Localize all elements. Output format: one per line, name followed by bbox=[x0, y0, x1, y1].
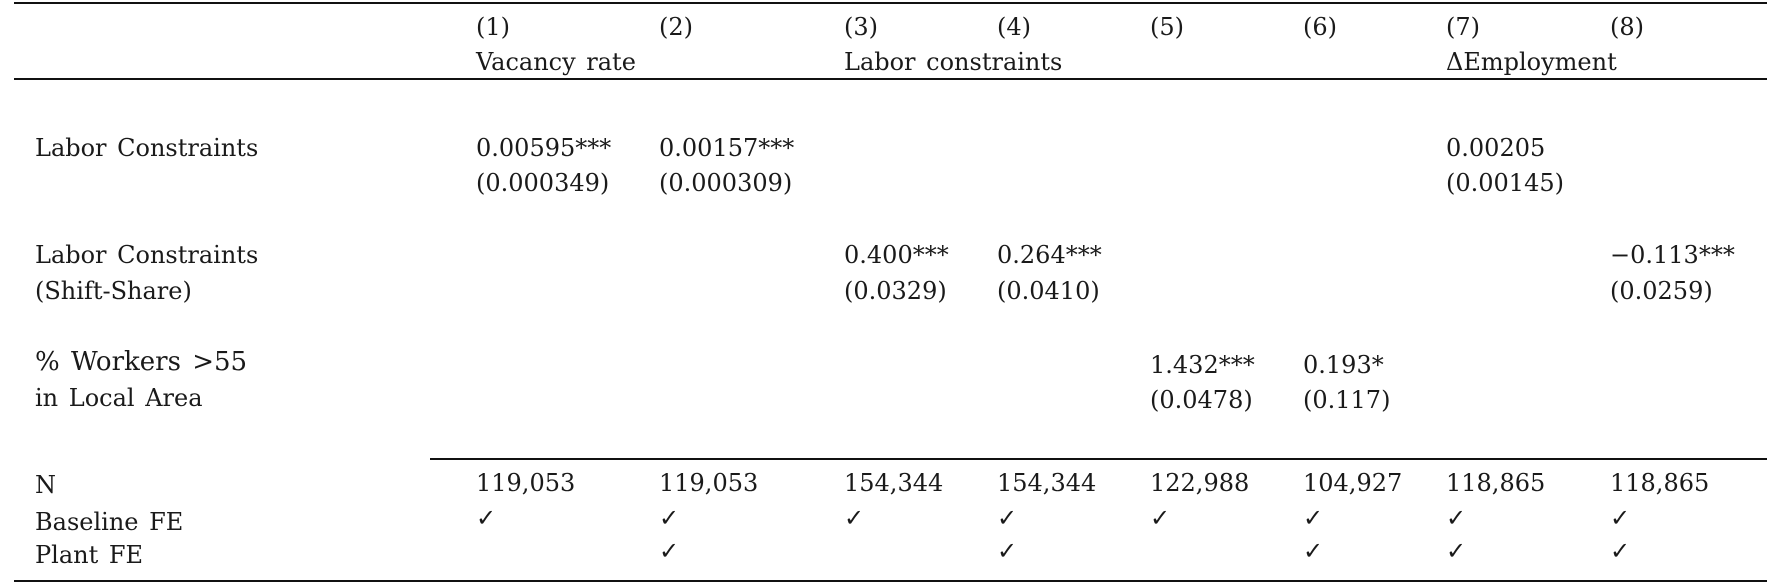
group-label-vacancy-rate: Vacancy rate bbox=[476, 48, 636, 76]
n-value-4: 154,344 bbox=[997, 469, 1097, 497]
check-icon-baseline-c6: ✓ bbox=[1303, 504, 1324, 532]
check-icon-plant-c2: ✓ bbox=[659, 537, 680, 565]
col-number-7: (7) bbox=[1446, 13, 1480, 41]
header-rule bbox=[14, 78, 1767, 80]
check-icon-plant-c4: ✓ bbox=[997, 537, 1018, 565]
coef-c2: 0.00157*** bbox=[659, 134, 795, 162]
baseline-fe-label: Baseline FE bbox=[35, 508, 184, 536]
n-value-3: 154,344 bbox=[844, 469, 944, 497]
coef-c5: 1.432*** bbox=[1150, 351, 1255, 379]
coef-c3: 0.400*** bbox=[844, 241, 949, 269]
row-label-labor-constraints-ss-line2: (Shift-Share) bbox=[35, 277, 192, 305]
coef-c4: 0.264*** bbox=[997, 241, 1102, 269]
check-icon-baseline-c3: ✓ bbox=[844, 504, 865, 532]
col-number-4: (4) bbox=[997, 13, 1031, 41]
check-icon-plant-c6: ✓ bbox=[1303, 537, 1324, 565]
check-icon-baseline-c1: ✓ bbox=[476, 504, 497, 532]
bottom-rule bbox=[14, 580, 1767, 582]
se-c6: (0.117) bbox=[1303, 386, 1391, 414]
check-icon-baseline-c7: ✓ bbox=[1446, 504, 1467, 532]
check-icon-baseline-c5: ✓ bbox=[1150, 504, 1171, 532]
row-label-labor-constraints: Labor Constraints bbox=[35, 134, 259, 162]
row-label-workers-55-line1: % Workers >55 bbox=[35, 347, 248, 377]
top-rule bbox=[14, 2, 1767, 4]
row-label-labor-constraints-ss-line1: Labor Constraints bbox=[35, 241, 259, 269]
check-icon-baseline-c8: ✓ bbox=[1610, 504, 1631, 532]
col-number-2: (2) bbox=[659, 13, 693, 41]
col-number-6: (6) bbox=[1303, 13, 1337, 41]
check-icon-baseline-c2: ✓ bbox=[659, 504, 680, 532]
group-label-delta-employment: ΔEmployment bbox=[1446, 48, 1617, 76]
n-value-1: 119,053 bbox=[476, 469, 576, 497]
n-value-7: 118,865 bbox=[1446, 469, 1546, 497]
col-number-8: (8) bbox=[1610, 13, 1644, 41]
se-c1: (0.000349) bbox=[476, 169, 610, 197]
check-icon-plant-c8: ✓ bbox=[1610, 537, 1631, 565]
n-value-6: 104,927 bbox=[1303, 469, 1403, 497]
n-value-5: 122,988 bbox=[1150, 469, 1250, 497]
se-c7: (0.00145) bbox=[1446, 169, 1564, 197]
check-icon-baseline-c4: ✓ bbox=[997, 504, 1018, 532]
se-c8: (0.0259) bbox=[1610, 277, 1713, 305]
stats-rule bbox=[430, 458, 1767, 460]
col-number-5: (5) bbox=[1150, 13, 1184, 41]
group-label-labor-constraints: Labor constraints bbox=[844, 48, 1063, 76]
coef-c8: −0.113*** bbox=[1610, 241, 1735, 269]
n-label: N bbox=[35, 471, 56, 499]
col-number-1: (1) bbox=[476, 13, 510, 41]
n-value-8: 118,865 bbox=[1610, 469, 1710, 497]
se-c5: (0.0478) bbox=[1150, 386, 1253, 414]
col-number-3: (3) bbox=[844, 13, 878, 41]
check-icon-plant-c7: ✓ bbox=[1446, 537, 1467, 565]
coef-c6: 0.193* bbox=[1303, 351, 1384, 379]
row-label-workers-55-line2: in Local Area bbox=[35, 384, 203, 412]
coef-c7: 0.00205 bbox=[1446, 134, 1546, 162]
plant-fe-label: Plant FE bbox=[35, 541, 144, 569]
coef-c1: 0.00595*** bbox=[476, 134, 612, 162]
se-c3: (0.0329) bbox=[844, 277, 947, 305]
n-value-2: 119,053 bbox=[659, 469, 759, 497]
se-c4: (0.0410) bbox=[997, 277, 1100, 305]
se-c2: (0.000309) bbox=[659, 169, 793, 197]
